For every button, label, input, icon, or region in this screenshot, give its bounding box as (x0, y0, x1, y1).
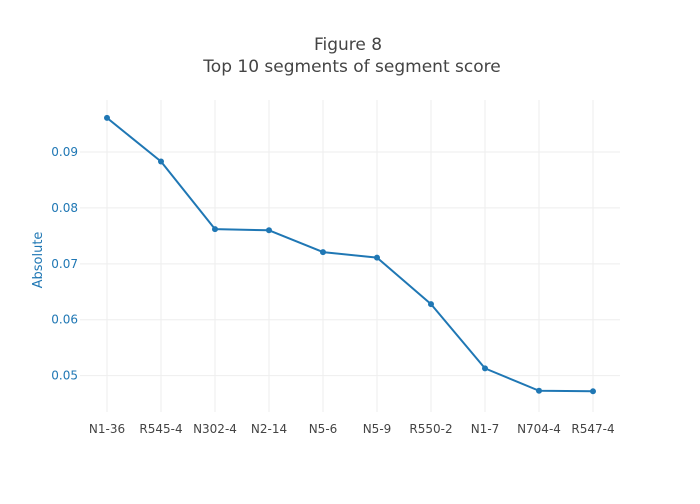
x-tick-label: R547-4 (571, 422, 614, 436)
data-point (428, 301, 434, 308)
x-tick-label: N1-7 (471, 422, 500, 436)
data-point (266, 227, 272, 234)
data-point (104, 114, 110, 121)
data-point (212, 226, 218, 233)
x-tick-label: N5-9 (363, 422, 392, 436)
data-point (374, 254, 380, 261)
y-tick-label: 0.07 (51, 257, 78, 271)
data-point (536, 387, 542, 394)
x-tick-label: N5-6 (309, 422, 338, 436)
data-point (320, 249, 326, 256)
grid-layer (80, 100, 620, 412)
y-tick-label: 0.08 (51, 201, 78, 215)
y-axis-ticks: 0.05 0.06 0.07 0.08 0.09 (51, 145, 78, 383)
x-tick-label: N2-14 (251, 422, 287, 436)
x-tick-label: R545-4 (139, 422, 182, 436)
series-line (106, 117, 594, 393)
chart-title-line1: Figure 8 (314, 35, 382, 55)
data-point (590, 388, 596, 395)
x-tick-label: R550-2 (409, 422, 452, 436)
data-point (158, 158, 164, 165)
y-tick-label: 0.05 (51, 369, 78, 383)
x-tick-label: N704-4 (517, 422, 561, 436)
series-layer (104, 114, 596, 395)
x-tick-label: N302-4 (193, 422, 237, 436)
x-axis-ticks: N1-36 R545-4 N302-4 N2-14 N5-6 N5-9 R550-2 N1-7… (89, 422, 615, 436)
data-point (482, 365, 488, 372)
chart-title-line2: Top 10 segments of segment score (202, 57, 500, 77)
x-tick-label: N1-36 (89, 422, 125, 436)
y-axis-label: Absolute (31, 232, 46, 289)
y-tick-label: 0.06 (51, 313, 78, 327)
y-tick-label: 0.09 (51, 145, 78, 159)
